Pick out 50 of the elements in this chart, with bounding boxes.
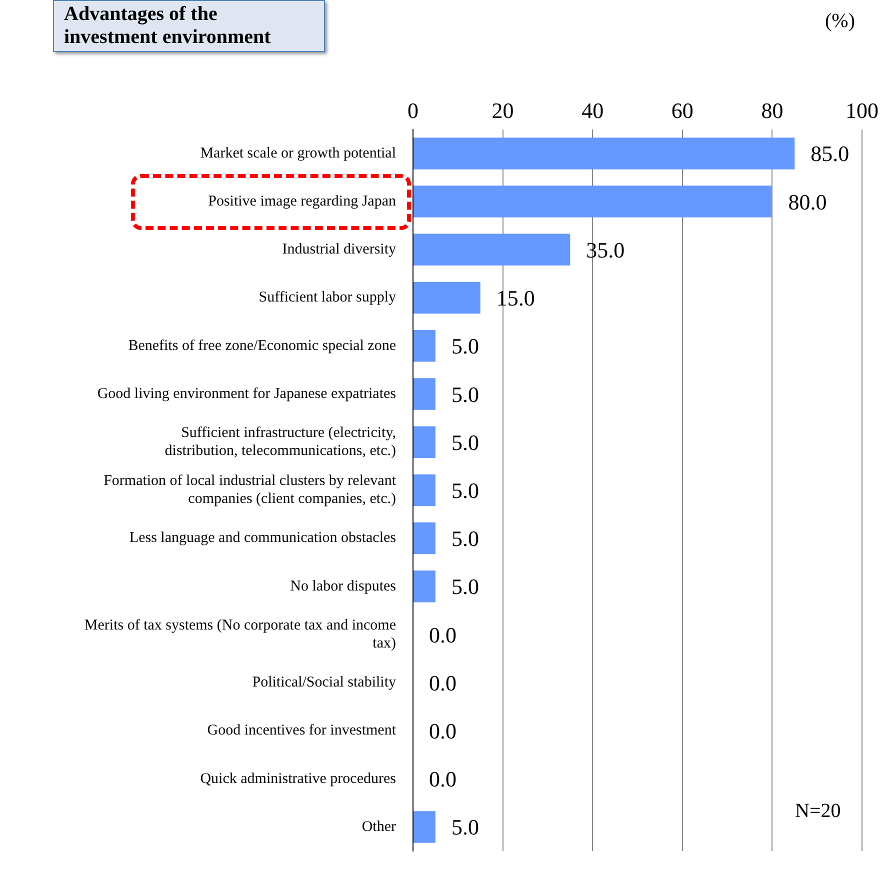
y-tick-label: Political/Social stability bbox=[252, 674, 396, 691]
y-tick-label: Less language and communication obstacles bbox=[129, 530, 396, 546]
data-label: 5.0 bbox=[451, 382, 479, 407]
y-tick-label: Market scale or growth potential bbox=[200, 145, 396, 162]
y-tick-label: Industrial diversity bbox=[282, 242, 396, 258]
y-tick-label: Merits of tax systems (No corporate tax and income tax) bbox=[84, 617, 396, 652]
bar bbox=[414, 811, 436, 843]
bar bbox=[414, 474, 436, 506]
bar bbox=[414, 330, 436, 362]
bar bbox=[414, 282, 480, 314]
y-tick-label: Sufficient infrastructure (electricity, distribution, telecommunications, etc.) bbox=[164, 425, 396, 460]
y-tick-label: Benefits of free zone/Economic special zone bbox=[128, 338, 396, 354]
data-label: 5.0 bbox=[451, 334, 479, 359]
x-tick-label: 20 bbox=[492, 98, 514, 123]
text: Advantages of the investment environment bbox=[53, 0, 325, 52]
y-tick-label: Positive image regarding Japan bbox=[208, 193, 396, 210]
data-label: 0.0 bbox=[429, 670, 456, 696]
data-label: 5.0 bbox=[451, 430, 479, 455]
x-tick-label: 60 bbox=[671, 98, 694, 123]
annotation: N=20 bbox=[795, 800, 841, 823]
bar bbox=[414, 426, 436, 458]
bar bbox=[414, 522, 436, 554]
y-tick-label: Sufficient labor supply bbox=[258, 290, 396, 306]
data-label: 85.0 bbox=[810, 141, 850, 166]
x-tick-label: 100 bbox=[846, 98, 878, 123]
bar bbox=[414, 234, 570, 266]
y-tick-label: Good incentives for investment bbox=[207, 722, 397, 739]
x-tick-label: 0 bbox=[408, 98, 418, 123]
y-tick-label: Other bbox=[362, 818, 396, 835]
bar bbox=[414, 138, 795, 170]
text: (%) bbox=[825, 10, 855, 33]
y-tick-label: Good living environment for Japanese expatriates bbox=[97, 386, 396, 402]
x-tick-label: 80 bbox=[761, 98, 784, 123]
data-label: 5.0 bbox=[451, 574, 479, 600]
data-label: 0.0 bbox=[429, 766, 456, 792]
x-tick-label: 40 bbox=[582, 98, 604, 123]
y-tick-label: Quick administrative procedures bbox=[200, 770, 396, 787]
data-label: 5.0 bbox=[451, 478, 479, 503]
data-label: 15.0 bbox=[496, 286, 535, 311]
data-label: 80.0 bbox=[788, 189, 827, 214]
data-label: 5.0 bbox=[451, 814, 479, 840]
bar bbox=[414, 570, 436, 602]
y-tick-label: Formation of local industrial clusters by relevant companies (client companies, etc.) bbox=[104, 473, 397, 508]
data-label: 0.0 bbox=[429, 718, 456, 744]
bar bbox=[414, 186, 772, 218]
data-label: 5.0 bbox=[451, 526, 479, 552]
data-label: 0.0 bbox=[429, 622, 456, 648]
y-tick-label: No labor disputes bbox=[290, 578, 396, 594]
bar bbox=[414, 378, 436, 410]
data-label: 35.0 bbox=[586, 237, 625, 262]
